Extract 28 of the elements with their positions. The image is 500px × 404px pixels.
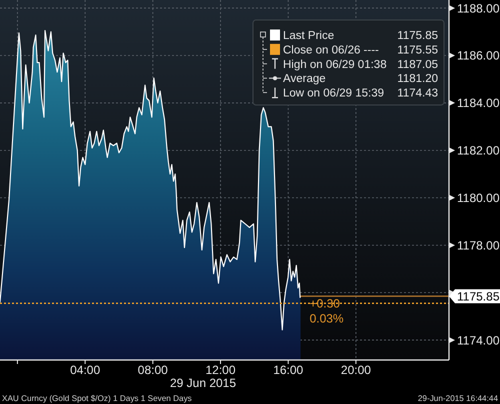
- annotation: High on 06/29 01:38: [283, 58, 387, 71]
- legend-label: Close on 06/26 ----: [283, 44, 380, 56]
- annotation: Low on 06/29 15:39: [283, 88, 384, 100]
- text: 29-Jun-2015 16:44:44: [418, 394, 498, 403]
- x-tick-label: 20:00: [340, 363, 372, 378]
- x-tick-label: 16:00: [273, 363, 304, 378]
- annotation: 1175.55: [397, 44, 438, 56]
- text: XAU Curncy (Gold Spot $/Oz) 1 Days 1 Seven Days: [2, 394, 192, 403]
- y-tick-label: 1174.00: [457, 333, 500, 348]
- annotation: 1174.43: [397, 88, 438, 100]
- y-tick-label: 1178.00: [457, 238, 500, 252]
- y-tick-label: 1186.00: [457, 48, 500, 63]
- y-tick-label: 1188.00: [457, 1, 500, 16]
- x-tick-label: 08:00: [138, 363, 168, 378]
- annotation: 1175.85: [397, 30, 438, 42]
- legend-label: Last Price: [283, 30, 334, 42]
- x-tick-label: 04:00: [70, 363, 100, 378]
- ref-line-label: 1175.85: [457, 289, 500, 304]
- annotation: +0.30: [310, 296, 340, 311]
- y-tick-label: 1182.00: [457, 144, 500, 158]
- annotation: 0.03%: [310, 312, 344, 326]
- y-tick-label: 1184.00: [457, 96, 500, 110]
- x-axis-title: 29 Jun 2015: [170, 376, 236, 390]
- annotation: Average: [283, 73, 326, 86]
- annotation: 1187.05: [397, 58, 438, 71]
- annotation: 1181.20: [397, 73, 438, 86]
- x-tick-label: 12:00: [206, 363, 236, 378]
- y-tick-label: 1180.00: [457, 190, 500, 205]
